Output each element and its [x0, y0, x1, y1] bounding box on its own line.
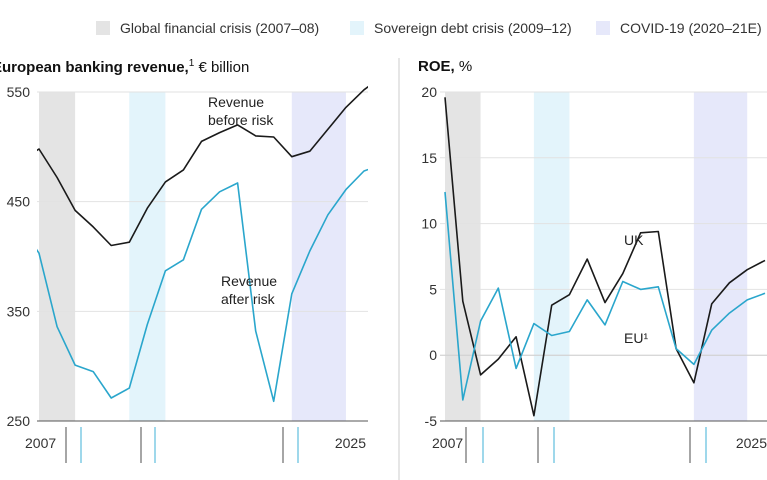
legend-swatch-sovereign-debt-crisis: [350, 21, 364, 35]
legend-swatch-financial-crisis: [96, 21, 110, 35]
legend-label-financial-crisis: Global financial crisis (2007–08): [120, 20, 320, 36]
right-y-tick-label-0: 0: [429, 347, 437, 363]
right-title-bold: ROE,: [418, 58, 455, 75]
right-series-label-1-0: EU¹: [624, 330, 648, 346]
left-title-bold: European banking revenue,: [0, 59, 189, 76]
legend-item-financial-crisis: Global financial crisis (2007–08): [96, 20, 319, 36]
left-y-tick-label-250: 250: [7, 413, 31, 429]
left-series-label-1-1: after risk: [221, 291, 276, 307]
left-title-unit: € billion: [194, 59, 250, 76]
legend-item-sovereign-debt-crisis: Sovereign debt crisis (2009–12): [350, 20, 572, 36]
left-series-line-1: [37, 168, 368, 403]
right-shade-2: [693, 92, 748, 421]
left-series-label-0-1: before risk: [208, 112, 274, 128]
left-shade-2: [291, 92, 346, 421]
legend: Global financial crisis (2007–08) Sovere…: [0, 0, 767, 60]
legend-item-covid: COVID-19 (2020–21E): [596, 20, 762, 36]
right-y-tick-label-10: 10: [421, 216, 437, 232]
right-title-unit: %: [454, 58, 473, 75]
right-shade-1: [533, 92, 570, 421]
left-x-label-start: 2007: [25, 435, 56, 451]
legend-swatch-covid: [596, 21, 610, 35]
right-panel-title: ROE, %: [418, 58, 472, 75]
left-panel-title: European banking revenue,1 € billion: [0, 58, 249, 76]
left-title-footnote: 1: [188, 58, 195, 69]
legend-label-sovereign-debt-crisis: Sovereign debt crisis (2009–12): [374, 20, 572, 36]
right-y-tick-label--5: -5: [425, 413, 438, 429]
right-y-tick-label-5: 5: [429, 281, 437, 297]
legend-label-covid: COVID-19 (2020–21E): [620, 20, 762, 36]
left-x-label-end: 2025: [335, 435, 366, 451]
right-y-tick-label-15: 15: [421, 150, 437, 166]
left-series-label-1-0: Revenue: [221, 273, 277, 289]
left-series-line-0: [37, 85, 368, 247]
left-y-tick-label-450: 450: [7, 194, 31, 210]
left-series-label-0-0: Revenue: [208, 94, 264, 110]
right-series-line-1: [444, 191, 766, 401]
left-y-tick-label-550: 550: [7, 84, 31, 100]
left-y-tick-label-350: 350: [7, 303, 31, 319]
right-series-line-0: [444, 97, 766, 417]
left-shade-0: [39, 92, 76, 421]
right-series-label-0-0: UK: [624, 232, 644, 248]
right-x-label-end: 2025: [736, 435, 767, 451]
right-x-label-start: 2007: [432, 435, 463, 451]
right-y-tick-label-20: 20: [421, 84, 437, 100]
